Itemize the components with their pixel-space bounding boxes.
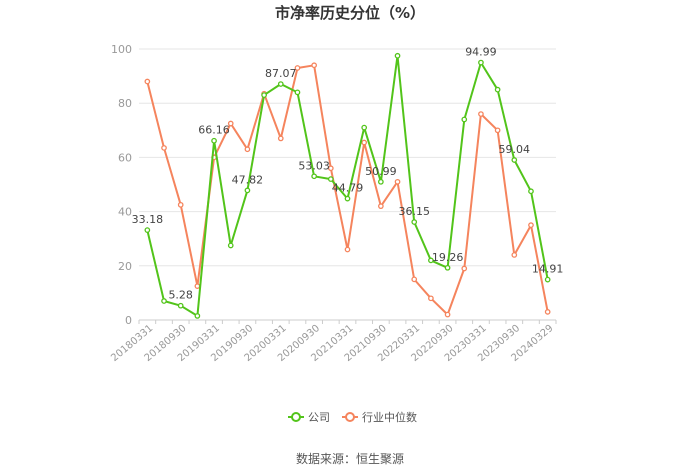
data-label: 19.26: [432, 251, 464, 264]
series-1: [144, 62, 551, 318]
data-point[interactable]: [244, 187, 251, 194]
data-label: 66.16: [198, 124, 230, 137]
data-label: 5.28: [168, 289, 193, 302]
legend-label: 公司: [308, 411, 330, 424]
legend-label: 行业中位数: [362, 410, 417, 424]
data-point[interactable]: [544, 276, 551, 283]
legend[interactable]: 公司 行业中位数: [288, 410, 417, 424]
data-point[interactable]: [461, 265, 468, 272]
data-label: 87.07: [265, 67, 297, 80]
data-point[interactable]: [261, 92, 267, 98]
data-point[interactable]: [294, 65, 301, 71]
data-point[interactable]: [378, 203, 384, 210]
data-point[interactable]: [194, 283, 201, 289]
legend-item-1[interactable]: 行业中位数: [342, 410, 417, 424]
data-point[interactable]: [227, 120, 234, 127]
y-tick-label: 60: [118, 151, 132, 164]
data-point[interactable]: [444, 264, 451, 271]
data-point[interactable]: [277, 135, 284, 142]
data-point[interactable]: [428, 257, 434, 264]
data-point[interactable]: [478, 111, 484, 117]
data-point[interactable]: [494, 127, 501, 134]
axes: 0204060801002018033120180930201903312019…: [109, 43, 557, 364]
y-tick-label: 80: [118, 97, 132, 110]
data-label: 59.04: [499, 143, 531, 156]
data-point[interactable]: [361, 124, 368, 131]
chart-title: 市净率历史分位（%）: [275, 4, 425, 22]
data-point[interactable]: [244, 146, 251, 153]
data-point[interactable]: [327, 176, 334, 182]
data-label: 14.91: [532, 263, 564, 276]
data-label: 50.99: [365, 165, 397, 178]
data-point[interactable]: [394, 178, 401, 185]
data-point[interactable]: [361, 139, 368, 146]
data-point[interactable]: [394, 52, 401, 59]
data-point[interactable]: [378, 178, 384, 185]
data-point[interactable]: [528, 222, 534, 228]
data-point[interactable]: [211, 137, 217, 144]
legend-marker: [345, 412, 355, 422]
data-point[interactable]: [494, 86, 501, 93]
data-point[interactable]: [161, 298, 167, 304]
y-tick-label: 40: [118, 206, 132, 219]
data-point[interactable]: [544, 309, 551, 315]
data-label: 53.03: [298, 159, 330, 172]
data-point[interactable]: [194, 313, 201, 319]
data-point[interactable]: [227, 242, 234, 249]
data-point[interactable]: [344, 246, 351, 253]
data-point[interactable]: [511, 157, 518, 163]
data-point[interactable]: [277, 81, 284, 87]
data-point[interactable]: [511, 252, 518, 258]
y-tick-label: 20: [118, 260, 132, 273]
data-point[interactable]: [311, 173, 317, 180]
legend-item-0[interactable]: 公司: [288, 411, 330, 424]
data-label: 33.18: [132, 213, 164, 226]
data-label: 36.15: [398, 205, 430, 218]
data-label: 44.79: [332, 182, 364, 195]
legend-marker: [291, 412, 301, 422]
data-point[interactable]: [311, 62, 317, 69]
y-tick-label: 0: [125, 314, 132, 327]
data-point[interactable]: [528, 188, 534, 195]
series-0: [144, 52, 551, 319]
data-point[interactable]: [461, 116, 468, 123]
data-point[interactable]: [411, 276, 418, 283]
data-point[interactable]: [144, 78, 151, 85]
data-point[interactable]: [327, 165, 334, 172]
series-group: [144, 52, 551, 319]
data-point[interactable]: [428, 295, 434, 302]
grid: [139, 48, 556, 267]
data-point[interactable]: [411, 219, 418, 225]
data-point[interactable]: [177, 201, 184, 208]
data-point[interactable]: [177, 302, 184, 309]
data-point[interactable]: [294, 89, 301, 96]
data-point[interactable]: [344, 195, 351, 202]
data-label: 94.99: [465, 46, 497, 59]
data-point[interactable]: [161, 145, 167, 151]
source-note: 数据来源：恒生聚源: [296, 451, 404, 466]
data-point[interactable]: [478, 59, 484, 66]
data-point[interactable]: [144, 227, 151, 233]
y-tick-label: 100: [111, 43, 132, 56]
data-label: 47.82: [232, 173, 264, 186]
data-point[interactable]: [444, 311, 451, 318]
